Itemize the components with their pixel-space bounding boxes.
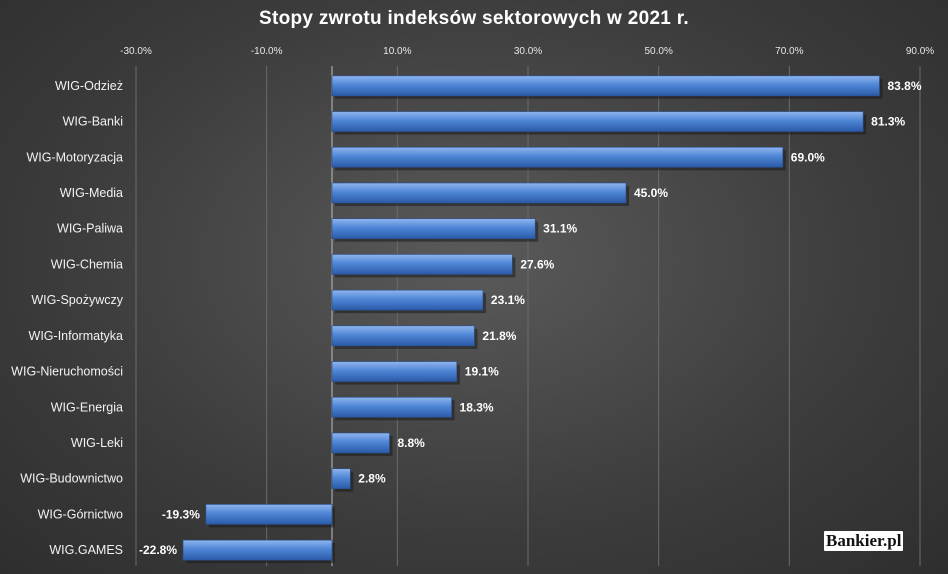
x-tick-label: 30.0% [514,46,542,57]
bar [331,289,484,311]
bar [331,111,864,132]
category-label: WIG-Paliwa [57,222,123,236]
data-label: 45.0% [634,186,668,200]
x-tick-label: 10.0% [383,46,411,57]
data-label: -19.3% [162,507,200,521]
category-label: WIG-Motoryzacja [26,150,123,164]
data-label: 23.1% [491,293,525,307]
bankier-logo: Bankier.pl [824,531,904,551]
data-label: 18.3% [460,400,494,414]
category-label: WIG-Chemia [51,257,123,271]
category-label: WIG-Banki [63,115,123,129]
bar [331,75,880,97]
bar [331,146,784,168]
data-label: 8.8% [397,436,425,450]
category-label: WIG-Budownictwo [20,472,123,486]
data-label: -22.8% [139,543,177,557]
x-tick-label: 50.0% [644,46,672,57]
data-label: 2.8% [358,472,386,486]
bar [331,218,536,240]
bar [331,432,390,454]
category-label: WIG-Górnictwo [38,507,123,521]
bar [331,325,475,347]
category-label: WIG-Informatyka [29,329,124,343]
bar [205,504,333,525]
chart-title: Stopy zwrotu indeksów sektorowych w 2021… [259,8,689,29]
x-tick-label: 70.0% [775,46,803,57]
category-label: WIG-Odzież [55,79,123,93]
bar [182,539,333,561]
category-label: WIG-Energia [51,400,123,414]
data-label: 21.8% [482,329,516,343]
category-label: WIG-Spożywczy [31,293,123,307]
data-label: 69.0% [791,150,825,164]
bar [331,254,513,275]
category-label: WIG-Nieruchomości [11,365,123,379]
x-tick-label: -30.0% [120,46,152,57]
data-label: 19.1% [465,365,499,379]
data-label: 27.6% [520,257,554,271]
category-label: WIG.GAMES [49,543,123,557]
bar [331,396,452,418]
x-tick-label: 90.0% [906,46,934,57]
bar [331,182,627,204]
bar [331,468,351,490]
data-label: 31.1% [543,222,577,236]
data-label: 81.3% [871,115,905,129]
bar [331,361,458,382]
data-label: 83.8% [887,79,921,93]
x-tick-label: -10.0% [251,46,283,57]
category-label: WIG-Media [60,186,123,200]
category-label: WIG-Leki [71,436,123,450]
